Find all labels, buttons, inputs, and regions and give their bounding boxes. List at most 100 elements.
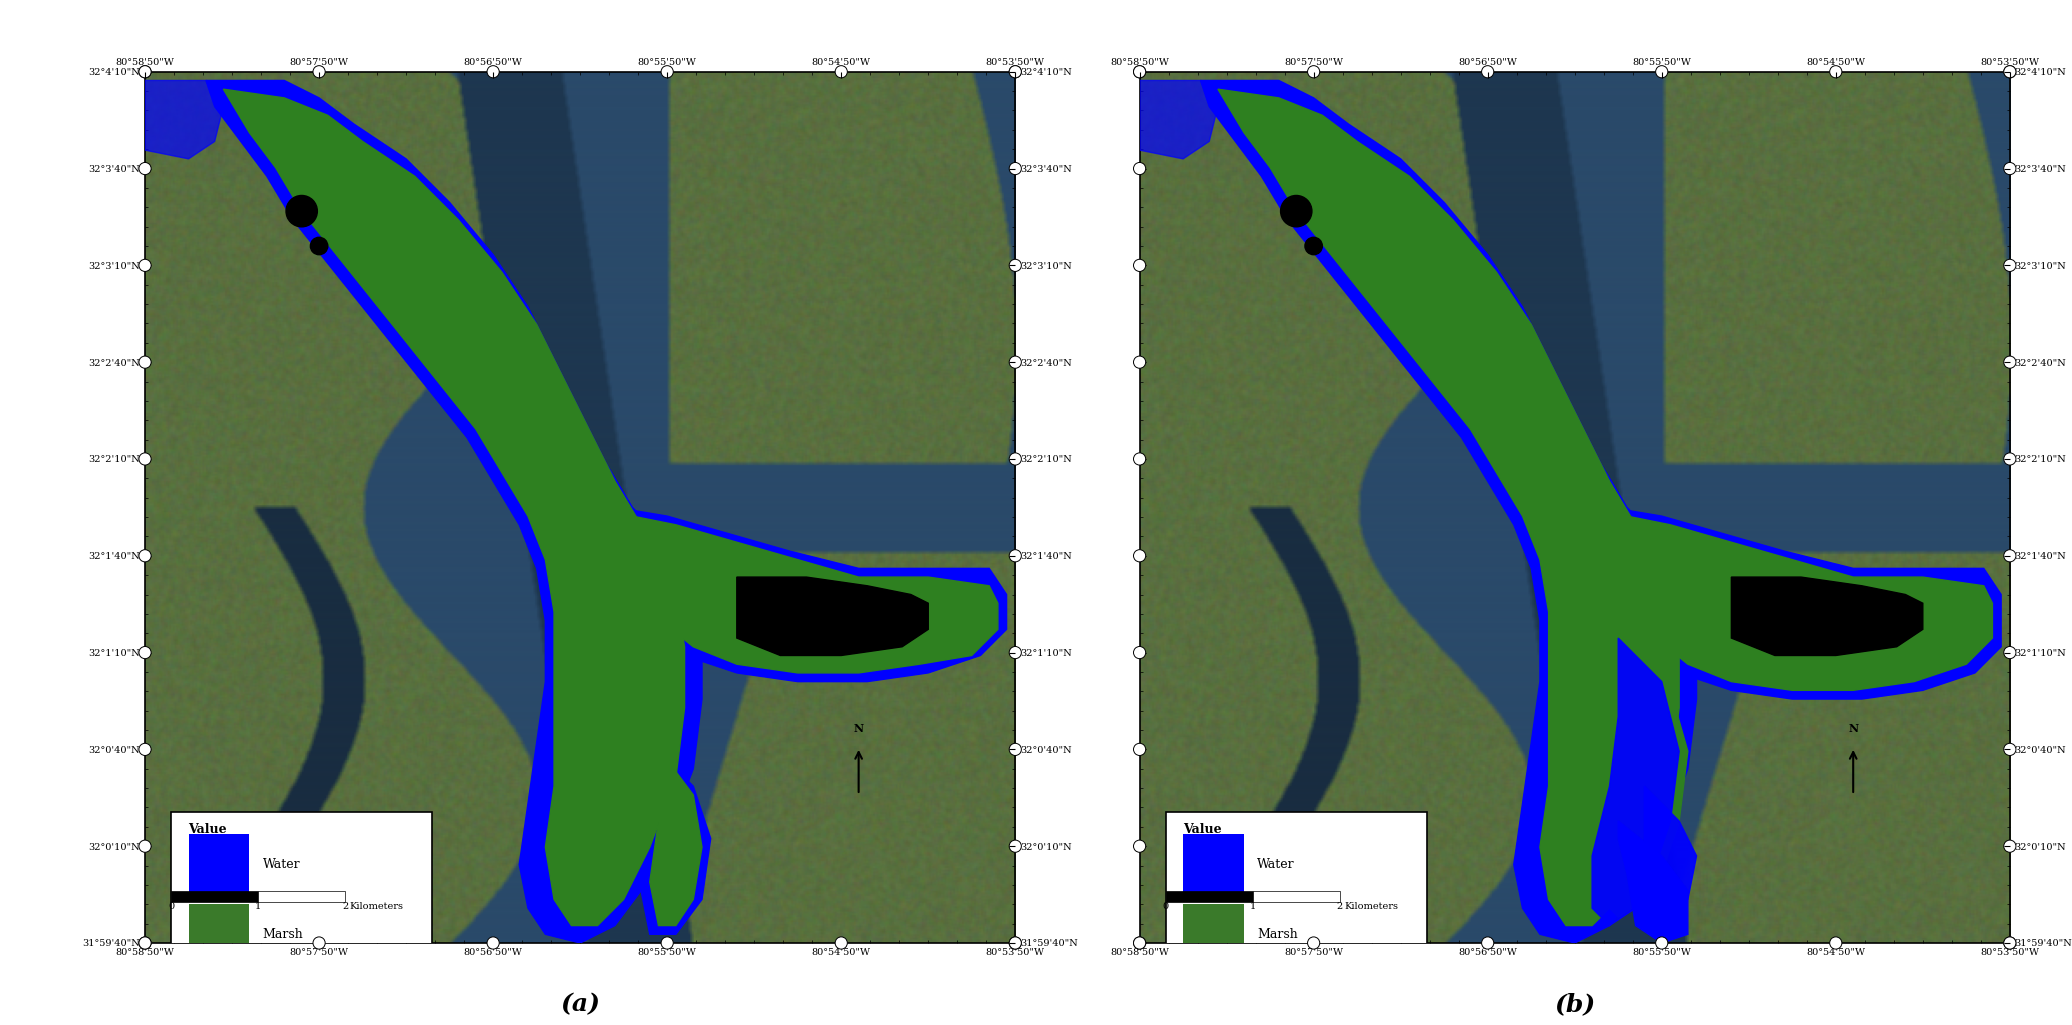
Circle shape bbox=[1009, 937, 1021, 949]
Text: Water: Water bbox=[263, 858, 300, 871]
Circle shape bbox=[2004, 937, 2016, 949]
Polygon shape bbox=[1591, 638, 1678, 926]
Circle shape bbox=[1481, 66, 1494, 78]
Polygon shape bbox=[1732, 577, 1923, 656]
Circle shape bbox=[139, 549, 151, 562]
Circle shape bbox=[1307, 937, 1320, 949]
Circle shape bbox=[139, 66, 151, 78]
Circle shape bbox=[1009, 647, 1021, 659]
Polygon shape bbox=[1635, 786, 1697, 926]
Circle shape bbox=[2004, 647, 2016, 659]
Circle shape bbox=[2004, 743, 2016, 755]
Circle shape bbox=[1009, 549, 1021, 562]
Circle shape bbox=[139, 259, 151, 272]
Circle shape bbox=[286, 196, 317, 227]
Circle shape bbox=[313, 66, 325, 78]
Circle shape bbox=[139, 453, 151, 465]
Circle shape bbox=[661, 937, 673, 949]
Text: (b): (b) bbox=[1554, 992, 1595, 1017]
Circle shape bbox=[1009, 840, 1021, 853]
Polygon shape bbox=[1627, 517, 1993, 691]
Circle shape bbox=[1133, 66, 1146, 78]
Polygon shape bbox=[632, 517, 999, 673]
Circle shape bbox=[1133, 937, 1146, 949]
Polygon shape bbox=[615, 507, 1007, 682]
Circle shape bbox=[1009, 453, 1021, 465]
Circle shape bbox=[1009, 162, 1021, 174]
Circle shape bbox=[661, 66, 673, 78]
Polygon shape bbox=[640, 751, 711, 935]
Circle shape bbox=[139, 743, 151, 755]
Circle shape bbox=[1133, 66, 1146, 78]
Circle shape bbox=[139, 840, 151, 853]
Text: Marsh: Marsh bbox=[1258, 928, 1297, 941]
Circle shape bbox=[313, 937, 325, 949]
Text: 2: 2 bbox=[1336, 902, 1343, 911]
Text: 1: 1 bbox=[255, 902, 261, 911]
Bar bbox=[1167, 891, 1254, 902]
Circle shape bbox=[1133, 453, 1146, 465]
Circle shape bbox=[139, 356, 151, 368]
Circle shape bbox=[2004, 66, 2016, 78]
Bar bbox=[1183, 834, 1243, 895]
Circle shape bbox=[1009, 66, 1021, 78]
Text: Value: Value bbox=[189, 823, 228, 835]
Text: 2: 2 bbox=[342, 902, 348, 911]
Circle shape bbox=[311, 238, 327, 255]
Bar bbox=[189, 834, 249, 895]
FancyBboxPatch shape bbox=[1167, 813, 1428, 1004]
Text: 1: 1 bbox=[1249, 902, 1256, 911]
Circle shape bbox=[835, 937, 847, 949]
Circle shape bbox=[139, 937, 151, 949]
Text: N: N bbox=[1848, 723, 1859, 734]
Circle shape bbox=[1133, 937, 1146, 949]
Circle shape bbox=[2004, 356, 2016, 368]
Circle shape bbox=[1133, 840, 1146, 853]
Circle shape bbox=[1009, 937, 1021, 949]
Polygon shape bbox=[1200, 81, 1697, 943]
Circle shape bbox=[1009, 743, 1021, 755]
Polygon shape bbox=[1140, 81, 1218, 159]
Polygon shape bbox=[1618, 821, 1689, 943]
Circle shape bbox=[1133, 162, 1146, 174]
Circle shape bbox=[2004, 549, 2016, 562]
Circle shape bbox=[1009, 259, 1021, 272]
Circle shape bbox=[487, 937, 499, 949]
Circle shape bbox=[2004, 66, 2016, 78]
Circle shape bbox=[1133, 743, 1146, 755]
Circle shape bbox=[1307, 66, 1320, 78]
Polygon shape bbox=[651, 761, 702, 926]
Circle shape bbox=[835, 66, 847, 78]
Bar bbox=[172, 891, 259, 902]
Circle shape bbox=[139, 66, 151, 78]
Bar bbox=[259, 891, 346, 902]
Polygon shape bbox=[205, 81, 702, 943]
Circle shape bbox=[1305, 238, 1322, 255]
Circle shape bbox=[1481, 937, 1494, 949]
Bar bbox=[1183, 904, 1243, 965]
Circle shape bbox=[1830, 66, 1842, 78]
Circle shape bbox=[1133, 549, 1146, 562]
Text: Water: Water bbox=[1258, 858, 1295, 871]
Circle shape bbox=[1656, 66, 1668, 78]
Polygon shape bbox=[1218, 89, 1678, 926]
FancyBboxPatch shape bbox=[172, 813, 433, 1004]
Polygon shape bbox=[1610, 507, 2002, 699]
Circle shape bbox=[139, 162, 151, 174]
Circle shape bbox=[1863, 631, 1877, 645]
Circle shape bbox=[1009, 66, 1021, 78]
Circle shape bbox=[1009, 356, 1021, 368]
Text: Kilometers: Kilometers bbox=[350, 902, 404, 911]
Polygon shape bbox=[145, 81, 224, 159]
Polygon shape bbox=[1602, 647, 1689, 917]
Circle shape bbox=[139, 647, 151, 659]
Text: (a): (a) bbox=[559, 992, 601, 1017]
Circle shape bbox=[1133, 259, 1146, 272]
Polygon shape bbox=[738, 577, 928, 656]
Text: N: N bbox=[854, 723, 864, 734]
Polygon shape bbox=[224, 89, 684, 926]
Text: 0: 0 bbox=[1162, 902, 1169, 911]
Circle shape bbox=[1280, 196, 1312, 227]
Text: Kilometers: Kilometers bbox=[1345, 902, 1399, 911]
Text: Marsh: Marsh bbox=[263, 928, 303, 941]
